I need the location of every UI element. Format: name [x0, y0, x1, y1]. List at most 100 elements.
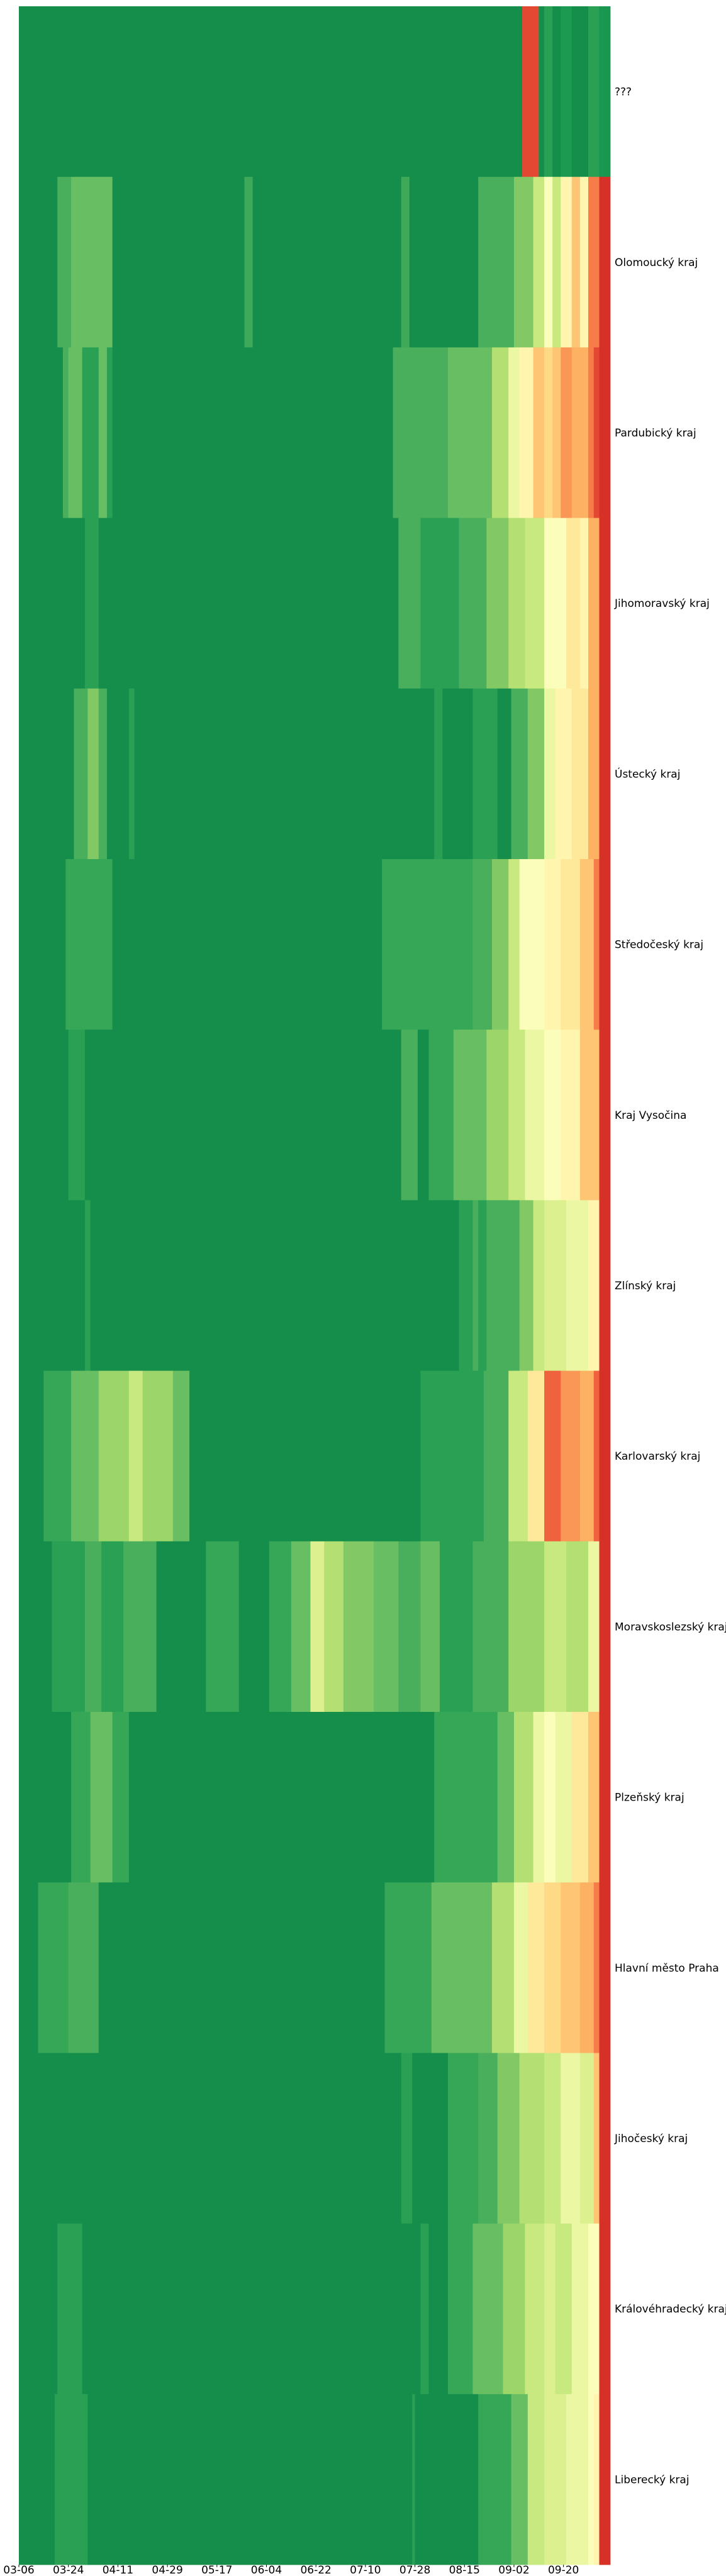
heatmap-cell	[128, 1712, 435, 1883]
heatmap-cell	[112, 859, 383, 1030]
heatmap-cell	[82, 2223, 421, 2395]
heatmap-cell	[43, 1370, 72, 1542]
heatmap-cell	[472, 688, 498, 860]
heatmap-cell	[599, 1541, 611, 1713]
x-tick-label: 07-10	[350, 2564, 381, 2576]
heatmap-cell	[19, 6, 523, 177]
heatmap-cell	[401, 2053, 413, 2224]
heatmap-cell	[544, 177, 553, 348]
heatmap-cell	[593, 859, 600, 1030]
heatmap-cell	[98, 1882, 385, 2053]
heatmap-cell	[156, 1541, 206, 1713]
heatmap-cell	[508, 518, 525, 689]
heatmap-cell	[310, 1541, 325, 1713]
heatmap-cell	[19, 518, 86, 689]
heatmap-cell	[571, 347, 589, 518]
heatmap-cell	[599, 1712, 611, 1883]
heatmap-cell	[486, 518, 509, 689]
x-tick-label: 05-17	[201, 2564, 232, 2576]
heatmap-cell	[579, 1370, 595, 1542]
heatmap-cell	[544, 1200, 567, 1371]
heatmap-cell	[84, 1541, 102, 1713]
heatmap-cell	[84, 1030, 402, 1201]
heatmap-cell	[593, 1370, 600, 1542]
heatmap-cell	[497, 688, 511, 860]
heatmap-cell	[579, 1882, 595, 2053]
heatmap-cell	[439, 1541, 473, 1713]
heatmap-cell	[68, 1030, 86, 1201]
heatmap-cell	[486, 1030, 509, 1201]
heatmap-cell	[459, 518, 487, 689]
heatmap-cell	[420, 1370, 484, 1542]
heatmap-cell	[343, 1541, 374, 1713]
row-label: Olomoucký kraj	[615, 257, 698, 269]
heatmap-cell	[442, 688, 473, 860]
heatmap-cell	[588, 518, 600, 689]
heatmap-cell	[71, 1712, 91, 1883]
heatmap-cell	[561, 859, 581, 1030]
heatmap-cell	[566, 1541, 589, 1713]
heatmap-cell	[19, 2053, 402, 2224]
heatmap-cell	[511, 688, 528, 860]
heatmap-cell	[398, 1541, 421, 1713]
heatmap-cell	[561, 1882, 581, 2053]
heatmap-cell	[539, 6, 545, 177]
x-tick-label: 04-29	[152, 2564, 182, 2576]
heatmap-cell	[492, 347, 509, 518]
heatmap-cell	[106, 688, 130, 860]
heatmap-cell	[98, 688, 108, 860]
heatmap-cell	[508, 1541, 545, 1713]
heatmap-cell	[544, 518, 567, 689]
x-tick-label: 09-02	[498, 2564, 529, 2576]
heatmap-cell	[513, 177, 533, 348]
heatmap-cell	[544, 347, 553, 518]
heatmap-cell	[579, 177, 589, 348]
x-tick-label: 07-28	[399, 2564, 430, 2576]
heatmap-cell	[87, 688, 99, 860]
heatmap-cell	[522, 6, 539, 177]
heatmap-cell	[128, 688, 135, 860]
heatmap-cell	[19, 1712, 72, 1883]
heatmap-cell	[579, 1030, 600, 1201]
heatmap-cell	[544, 859, 561, 1030]
heatmap-cell	[555, 688, 572, 860]
heatmap-cell	[544, 1030, 561, 1201]
row-label: Pardubický kraj	[615, 427, 696, 440]
heatmap-cell	[555, 1712, 572, 1883]
heatmap-cell	[71, 1370, 99, 1542]
heatmap-cell	[19, 1030, 69, 1201]
heatmap-cell	[448, 2223, 473, 2395]
heatmap-cell	[483, 1370, 509, 1542]
row-labels: ??? Olomoucký kraj Pardubický kraj Jihomora…	[614, 86, 726, 2487]
heatmap-cell	[511, 2394, 528, 2565]
heatmap-cell	[269, 1541, 292, 1713]
heatmap-cell	[513, 1712, 533, 1883]
heatmap-cell	[90, 1200, 459, 1371]
heatmap-cell	[508, 1370, 528, 1542]
heatmap-cell	[54, 2394, 88, 2565]
heatmap-cell	[571, 2223, 589, 2395]
heatmap-cells	[19, 6, 611, 2565]
heatmap-cell	[453, 1030, 487, 1201]
heatmap-cell	[62, 347, 69, 518]
heatmap-cell	[561, 6, 572, 177]
heatmap-cell	[189, 1370, 421, 1542]
heatmap-cell	[588, 688, 600, 860]
heatmap-cell	[588, 177, 600, 348]
heatmap-cell	[74, 688, 88, 860]
heatmap-cell	[571, 177, 581, 348]
heatmap-cell	[409, 177, 479, 348]
heatmap-cell	[431, 1882, 493, 2053]
heatmap-cell	[525, 2223, 545, 2395]
heatmap-cell	[428, 1030, 454, 1201]
heatmap-cell	[478, 2053, 498, 2224]
heatmap-cell	[588, 1541, 600, 1713]
heatmap-cell	[324, 1541, 344, 1713]
row-label: Zlínský kraj	[615, 1280, 676, 1292]
x-axis-ticks: 03-06 03-24 04-11 04-29 05-17 06-04 06-22 07-10…	[3, 2564, 579, 2576]
heatmap-cell	[71, 177, 113, 348]
heatmap-cell	[527, 1370, 545, 1542]
heatmap-cell	[106, 347, 113, 518]
heatmap-cell	[519, 859, 545, 1030]
heatmap-cell	[593, 2394, 600, 2565]
